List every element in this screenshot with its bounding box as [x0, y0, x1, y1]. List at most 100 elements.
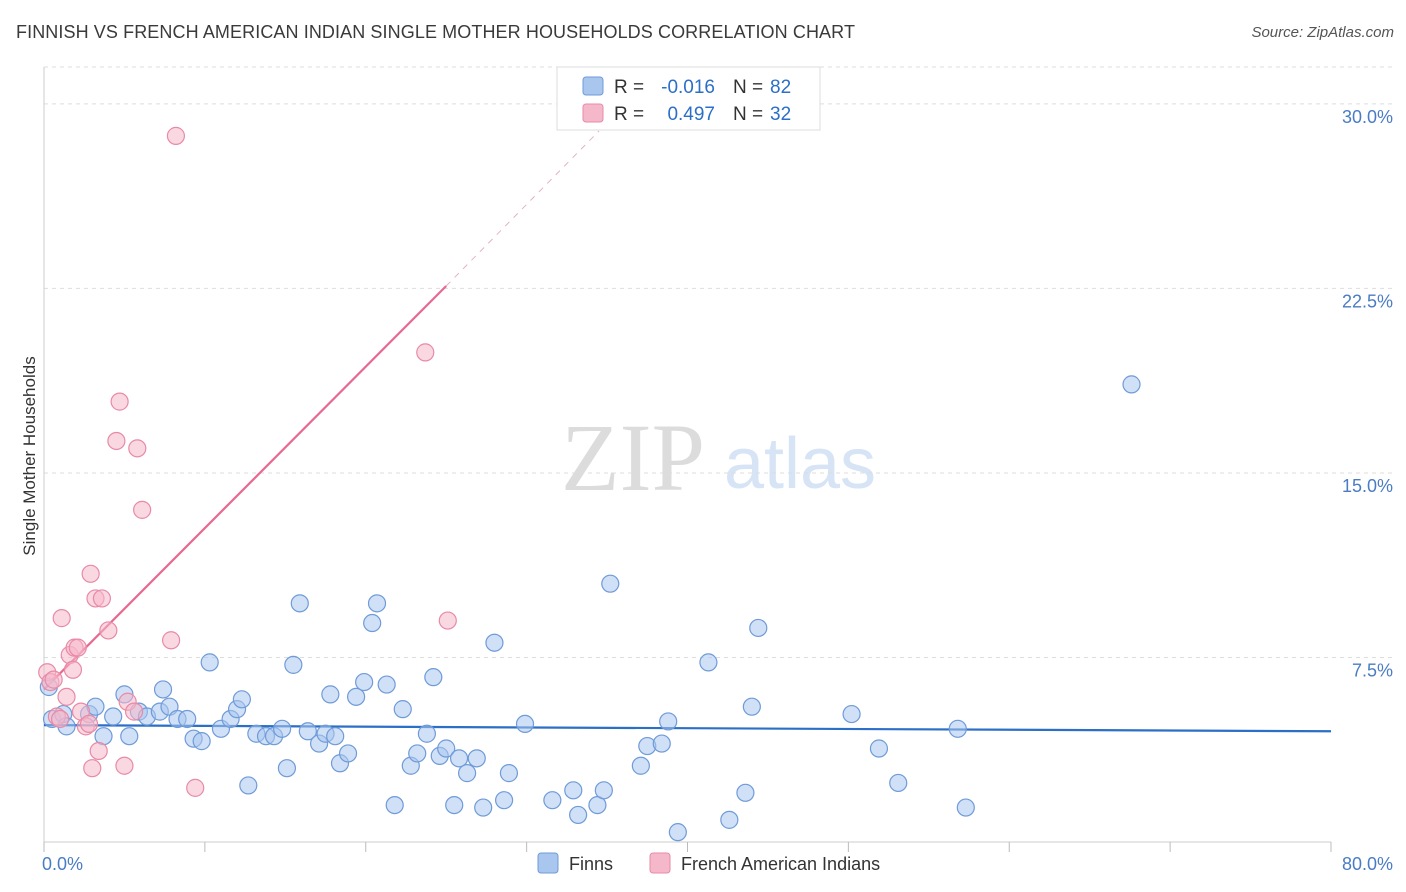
grid-lines	[44, 66, 1392, 658]
stats-legend: R = -0.016 N = 82 R = 0.497 N = 32	[556, 66, 821, 131]
point-finns-47	[408, 744, 427, 763]
point-finns-16	[178, 709, 197, 729]
point-finns-41	[363, 613, 382, 633]
point-finns-44	[385, 795, 404, 815]
bottom-legend-swatch-french-american-indians	[649, 852, 671, 874]
point-french-american-indians-6	[57, 687, 76, 706]
point-finns-53	[449, 749, 469, 768]
point-finns-19	[200, 653, 219, 672]
data-points	[38, 126, 1141, 842]
trendline-french-american-indians-2	[445, 130, 600, 287]
point-finns-59	[499, 764, 519, 783]
point-finns-57	[485, 633, 504, 652]
point-finns-61	[543, 791, 562, 810]
point-finns-45	[393, 700, 412, 719]
point-finns-48	[417, 724, 436, 743]
point-french-american-indians-30	[416, 343, 435, 362]
series-legend: Finns French American Indians	[537, 852, 880, 874]
legend-n-label-finns: N =	[733, 77, 763, 98]
point-french-american-indians-18	[92, 589, 112, 608]
point-finns-62	[564, 781, 583, 800]
legend-r-value-finns: -0.016	[661, 77, 715, 98]
legend-r-label-finns: R =	[614, 77, 644, 98]
legend-r-value-french: 0.497	[667, 104, 715, 125]
watermark-zip: ZIP	[561, 404, 705, 511]
point-finns-30	[284, 655, 303, 674]
point-french-american-indians-27	[161, 631, 181, 650]
point-french-american-indians-26	[133, 500, 152, 519]
point-french-american-indians-31	[438, 611, 457, 630]
point-french-american-indians-10	[68, 638, 87, 657]
point-finns-28	[272, 719, 292, 738]
point-french-american-indians-13	[79, 714, 99, 734]
point-finns-82	[1122, 375, 1141, 394]
point-finns-39	[346, 687, 366, 706]
y-tick-label-2: 22.5%	[1342, 291, 1393, 311]
legend-n-value-finns: 82	[770, 77, 791, 98]
point-finns-66	[601, 574, 620, 593]
point-finns-58	[495, 791, 514, 810]
point-finns-55	[467, 749, 486, 768]
point-french-american-indians-29	[186, 778, 205, 797]
point-finns-65	[594, 781, 613, 800]
point-finns-31	[290, 594, 309, 613]
point-french-american-indians-8	[63, 660, 83, 679]
point-finns-9	[120, 727, 139, 746]
point-finns-35	[321, 685, 340, 704]
point-finns-67	[631, 756, 650, 775]
point-french-american-indians-24	[124, 702, 144, 721]
point-finns-79	[889, 773, 908, 793]
point-french-american-indians-17	[89, 741, 108, 761]
y-axis-title: Single Mother Households	[20, 356, 39, 555]
point-finns-54	[458, 764, 477, 783]
point-finns-52	[445, 795, 464, 815]
point-finns-13	[153, 680, 173, 699]
source-credit: Source: ZipAtlas.com	[1251, 24, 1394, 41]
legend-swatch-finns	[582, 76, 604, 96]
legend-swatch-french-american-indians	[582, 103, 604, 123]
point-finns-43	[377, 675, 396, 694]
point-finns-18	[192, 732, 211, 751]
point-finns-77	[842, 704, 861, 724]
point-finns-24	[239, 776, 258, 795]
point-french-american-indians-28	[166, 126, 186, 145]
x-tick-label-1: 80.0%	[1342, 854, 1393, 874]
trendline-finns-0	[43, 724, 1332, 733]
legend-n-value-french: 32	[770, 104, 791, 125]
point-finns-73	[720, 810, 739, 829]
legend-r-label-french: R =	[614, 104, 644, 125]
point-finns-29	[277, 759, 297, 778]
point-french-american-indians-25	[128, 439, 147, 458]
point-french-american-indians-14	[81, 564, 100, 583]
point-french-american-indians-21	[110, 392, 129, 411]
point-finns-70	[659, 712, 678, 731]
point-finns-69	[652, 734, 671, 753]
point-finns-74	[736, 783, 755, 802]
point-finns-40	[355, 672, 374, 692]
bottom-legend-label-french-american-indians: French American Indians	[681, 854, 880, 874]
point-french-american-indians-20	[107, 431, 126, 451]
point-finns-38	[338, 744, 358, 763]
point-finns-78	[869, 739, 889, 758]
legend-n-label-french: N =	[733, 104, 763, 125]
axis-labels: 7.5% 15.0% 22.5% 30.0% 0.0% 80.0%	[42, 107, 1393, 874]
point-finns-76	[749, 618, 768, 638]
y-tick-label-3: 30.0%	[1342, 107, 1393, 127]
x-tick-label-0: 0.0%	[42, 854, 83, 874]
watermark-atlas: atlas	[724, 424, 876, 504]
point-finns-56	[474, 798, 493, 817]
bottom-legend-label-finns: Finns	[569, 854, 613, 874]
point-french-american-indians-19	[99, 621, 118, 640]
point-finns-63	[569, 805, 588, 825]
point-finns-80	[948, 719, 967, 738]
point-finns-72	[699, 653, 718, 672]
point-finns-75	[742, 697, 761, 716]
chart-title: FINNISH VS FRENCH AMERICAN INDIAN SINGLE…	[16, 22, 856, 42]
point-finns-49	[424, 668, 443, 687]
point-finns-60	[515, 714, 535, 734]
point-finns-23	[232, 690, 251, 709]
point-french-american-indians-5	[52, 609, 71, 628]
bottom-legend-swatch-finns	[537, 852, 559, 874]
point-french-american-indians-2	[44, 670, 63, 689]
